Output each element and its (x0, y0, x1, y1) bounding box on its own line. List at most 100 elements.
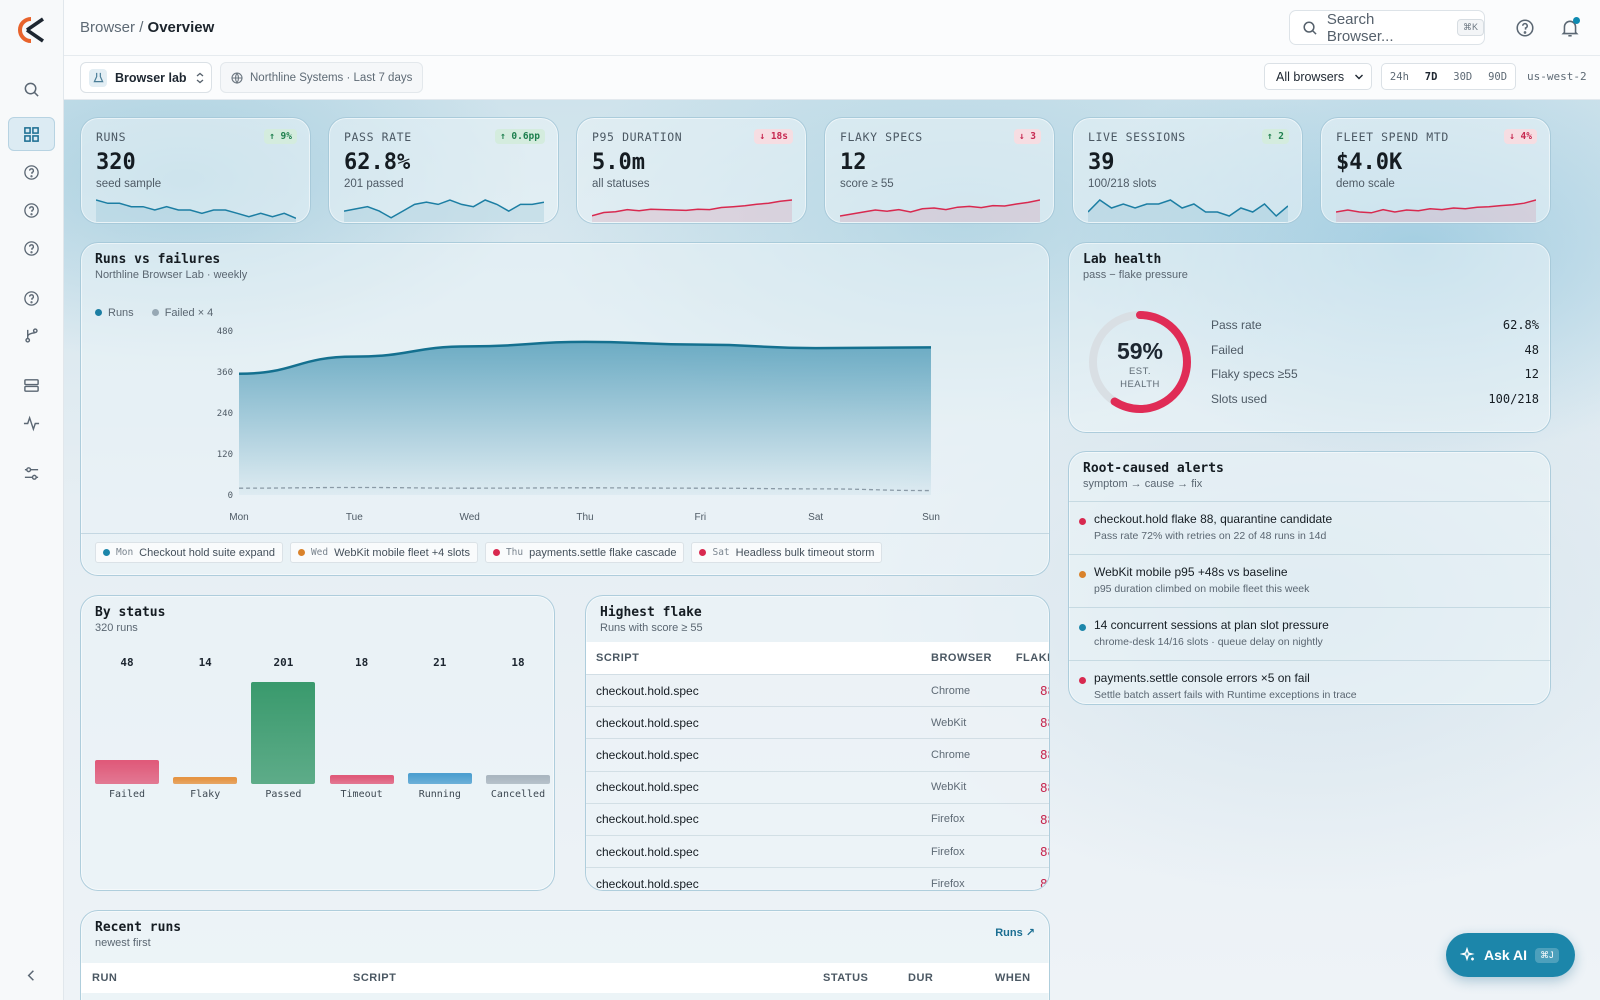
alert-item[interactable]: payments.settle console errors ×5 on fai… (1069, 660, 1550, 713)
main-content: RUNS 320 seed sample ↑ 9% PASS RATE 62.8% 201 … (64, 100, 1600, 1000)
alert-detail: Settle batch assert fails with Runtime e… (1094, 689, 1357, 701)
sparkline-line (1088, 199, 1288, 218)
browser-cell: WebKit (931, 781, 967, 794)
annotation-dot (297, 549, 305, 556)
legend-failed[interactable]: Failed × 4 (151, 307, 213, 319)
stat-value: 100/218 (1488, 391, 1539, 406)
scope-chip[interactable]: Northline Systems · Last 7 days (220, 62, 424, 93)
stat-row: Failed 48 (1211, 343, 1539, 368)
kpi-card[interactable]: P95 DURATION 5.0m all statuses ↓ 18s (576, 117, 807, 224)
nav-settings-sliders-icon[interactable] (8, 456, 55, 490)
stat-label: Flaky specs ≥55 (1211, 367, 1298, 381)
alert-item[interactable]: WebKit mobile p95 +48s vs baseline p95 du… (1069, 554, 1550, 607)
external-arrow-icon: ↗ (1025, 927, 1035, 939)
nav-help-icon[interactable] (8, 193, 55, 227)
browser-cell: Firefox (931, 845, 965, 858)
breadcrumb-parent[interactable]: Browser (80, 19, 136, 36)
status-bar[interactable] (173, 776, 238, 784)
kpi-card[interactable]: FLEET SPEND MTD $4.0K demo scale ↓ 4% (1320, 117, 1551, 224)
column-script[interactable]: SCRIPT (353, 972, 397, 984)
stat-row: Pass rate 62.8% (1211, 318, 1539, 343)
column-flake[interactable]: FLAKE (1015, 652, 1049, 664)
column-run[interactable]: RUN (92, 972, 118, 984)
status-bar[interactable] (486, 774, 550, 784)
status-bar[interactable] (251, 682, 316, 784)
kpi-card[interactable]: FLAKY SPECS 12 score ≥ 55 ↓ 3 (824, 117, 1055, 224)
alert-severity-dot (1079, 518, 1086, 525)
y-tick-label: 0 (228, 491, 233, 501)
nav-branch-icon[interactable] (8, 318, 55, 352)
alert-title: payments.settle console errors ×5 on fai… (1094, 671, 1310, 685)
help-icon[interactable] (1515, 18, 1535, 38)
nav-help-icon[interactable] (8, 281, 55, 315)
y-tick-label: 360 (217, 368, 233, 378)
runs-link[interactable]: Runs ↗ (995, 927, 1035, 939)
kpi-label: PASS RATE (344, 130, 412, 144)
stat-row: Slots used 100/218 (1211, 392, 1539, 417)
annotation-chip[interactable]: Thu payments.settle flake cascade (484, 542, 685, 563)
bar-category-label: Passed (265, 789, 302, 800)
kpi-card[interactable]: LIVE SESSIONS 39 100/218 slots ↑ 2 (1072, 117, 1303, 224)
nav-search-icon[interactable] (8, 72, 55, 106)
collapse-sidebar-chevron-icon[interactable] (8, 958, 55, 992)
annotation-chip[interactable]: Sat Headless bulk timeout storm (691, 542, 883, 563)
range-90d[interactable]: 90D (1488, 70, 1508, 83)
sparkline-line (592, 199, 792, 217)
range-30d[interactable]: 30D (1453, 70, 1473, 83)
annotation-text: WebKit mobile fleet +4 slots (334, 546, 470, 559)
sparkline-area (344, 200, 544, 222)
status-bar[interactable] (95, 759, 159, 784)
annotation-dot (103, 549, 110, 556)
range-7d[interactable]: 7D (1424, 70, 1438, 83)
status-bar[interactable] (407, 773, 472, 784)
range-24h[interactable]: 24h (1389, 70, 1409, 83)
column-browser[interactable]: BROWSER (931, 652, 992, 664)
annotation-chip[interactable]: Wed WebKit mobile fleet +4 slots (289, 542, 478, 563)
app-logo[interactable] (17, 17, 47, 43)
browser-select-value: All browsers (1276, 69, 1345, 84)
nav-help-icon[interactable] (8, 231, 55, 265)
kpi-card[interactable]: RUNS 320 seed sample ↑ 9% (80, 117, 311, 224)
stat-value: 12 (1524, 367, 1539, 381)
notifications-bell-icon[interactable] (1560, 17, 1580, 38)
alert-detail: chrome-desk 14/16 slots · queue delay on… (1094, 636, 1323, 648)
flake-score-cell: 88 (1039, 747, 1049, 763)
root-caused-alerts-card: Root-caused alerts symptom → cause → fix… (1068, 451, 1551, 705)
sparkline (1336, 199, 1536, 222)
table-row[interactable]: checkout.hold.spec Firefox 88 (586, 834, 1049, 868)
script-cell: checkout.hold.spec (596, 876, 699, 891)
table-row[interactable]: checkout.hold.spec Firefox 88 (586, 802, 1049, 835)
nav-overview-grid-icon[interactable] (8, 117, 55, 151)
table-row[interactable]: checkout.hold.spec Firefox 88 (586, 867, 1049, 891)
legend-runs[interactable]: Runs (95, 307, 134, 319)
workspace-select[interactable]: Browser lab (80, 62, 212, 93)
table-row[interactable]: checkout.hold.spec WebKit 88 (586, 706, 1049, 739)
kpi-value: 62.8% (344, 150, 411, 175)
nav-help-icon[interactable] (8, 155, 55, 189)
table-row[interactable]: checkout.hold.spec Chrome 88 (586, 674, 1049, 707)
annotation-chip[interactable]: Mon Checkout hold suite expand (95, 542, 283, 563)
annotation-day: Sat (712, 547, 730, 558)
ask-ai-button[interactable]: Ask AI ⌘J (1446, 933, 1575, 977)
region-label[interactable]: us-west-2 (1527, 70, 1587, 83)
nav-server-icon[interactable] (8, 368, 55, 402)
script-cell: checkout.hold.spec (596, 683, 699, 698)
nav-activity-icon[interactable] (8, 406, 55, 440)
browser-select[interactable]: All browsers (1264, 63, 1372, 90)
alert-detail: p95 duration climbed on mobile fleet thi… (1094, 583, 1310, 595)
table-row[interactable]: checkout.hold.spec WebKit 88 (586, 770, 1049, 803)
kpi-value: 12 (840, 150, 867, 175)
column-status[interactable]: STATUS (823, 972, 869, 984)
column-script[interactable]: SCRIPT (596, 652, 640, 664)
status-bar[interactable] (329, 774, 394, 784)
kpi-card[interactable]: PASS RATE 62.8% 201 passed ↑ 0.6pp (328, 117, 559, 224)
column-duration[interactable]: DUR (908, 972, 934, 984)
column-when[interactable]: WHEN (995, 972, 1031, 984)
delta-badge: ↓ 18s (754, 129, 793, 144)
table-row[interactable]: checkout.hold.spec Chrome 88 (586, 738, 1049, 771)
search-placeholder: Search Browser... (1326, 10, 1394, 45)
x-tick-label: Tue (346, 512, 363, 523)
alert-item[interactable]: 14 concurrent sessions at plan slot pres… (1069, 607, 1550, 660)
alert-item[interactable]: checkout.hold flake 88, quarantine candi… (1069, 501, 1550, 554)
search-input[interactable]: Search Browser... ⌘K (1289, 10, 1485, 45)
